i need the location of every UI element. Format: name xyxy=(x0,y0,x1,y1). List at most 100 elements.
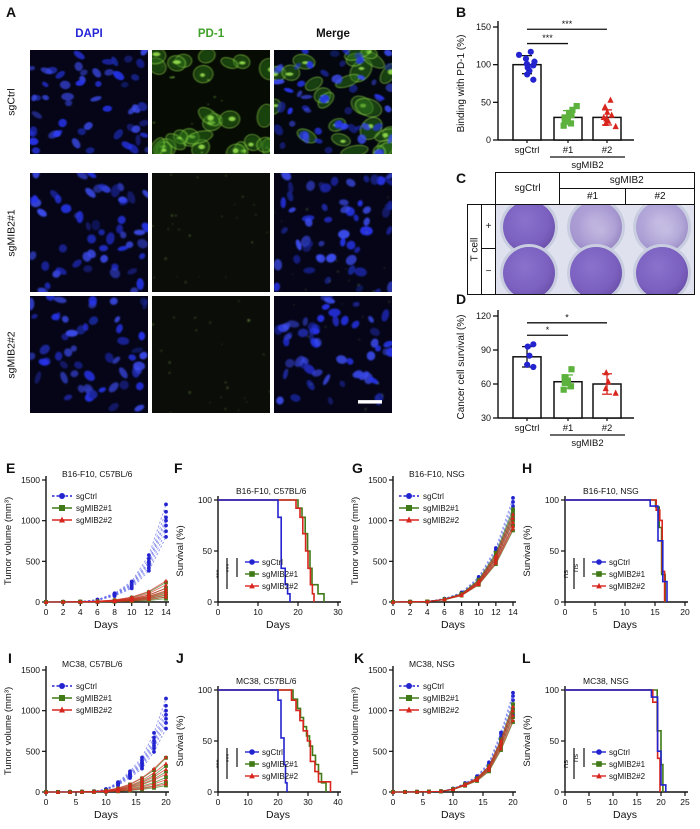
svg-text:Survival (%): Survival (%) xyxy=(522,525,533,576)
svg-text:sgMIB2#2: sgMIB2#2 xyxy=(262,772,299,781)
micrograph-sgCtrl-pd1_high xyxy=(152,50,270,154)
series-sgMIB2#2 xyxy=(391,511,515,604)
svg-text:***: *** xyxy=(224,754,233,763)
series-E xyxy=(44,502,168,604)
svg-text:sgCtrl: sgCtrl xyxy=(515,423,540,434)
series-sgMIB2#2 xyxy=(44,754,168,794)
bars-B xyxy=(512,48,622,141)
svg-text:sgCtrl: sgCtrl xyxy=(262,558,283,567)
svg-text:sgCtrl: sgCtrl xyxy=(76,492,97,501)
svg-text:12: 12 xyxy=(491,607,501,617)
svg-text:MC38, C57BL/6: MC38, C57BL/6 xyxy=(62,659,123,669)
svg-text:B16-F10, NSG: B16-F10, NSG xyxy=(583,486,639,496)
chart-svg-F: 0 50 100 0 10 20 30 Days Survival (%) B16-F10, C5… xyxy=(175,486,343,631)
svg-text:sgMIB2#1: sgMIB2#1 xyxy=(609,760,646,769)
svg-text:5: 5 xyxy=(587,797,592,807)
chart-svg-H: 0 50 100 0 5 10 15 20 Days Survival (%) B16-F10, N… xyxy=(522,486,690,631)
svg-text:sgCtrl: sgCtrl xyxy=(76,682,97,691)
svg-text:Survival (%): Survival (%) xyxy=(175,715,186,766)
svg-text:0: 0 xyxy=(207,597,212,607)
points-#1 xyxy=(560,103,580,129)
svg-text:B16-F10, C57BL/6: B16-F10, C57BL/6 xyxy=(236,486,307,496)
svg-text:Days: Days xyxy=(613,809,637,821)
panel-letter-g: G xyxy=(352,460,363,476)
survival-sgCtrl xyxy=(565,689,667,792)
svg-text:ns: ns xyxy=(571,754,580,762)
svg-text:MC38, NSG: MC38, NSG xyxy=(583,676,629,686)
panel-j-chart: 0 50 100 0 10 20 30 40 Days Survival (%) MC38, C57… xyxy=(172,652,352,829)
svg-text:6: 6 xyxy=(442,607,447,617)
svg-text:MC38, NSG: MC38, NSG xyxy=(409,659,455,669)
survival-sgMIB2#1 xyxy=(218,689,327,792)
svg-text:500: 500 xyxy=(373,556,387,566)
svg-text:0: 0 xyxy=(391,797,396,807)
micrograph-sgMIB2#1-merge_low xyxy=(274,173,392,292)
panel-a-header-0: DAPI xyxy=(75,28,103,40)
svg-text:sgMIB2#1: sgMIB2#1 xyxy=(423,694,460,703)
svg-text:Cancer cell survival (%): Cancer cell survival (%) xyxy=(456,314,467,419)
svg-text:sgMIB2: sgMIB2 xyxy=(571,160,603,171)
chart-svg-K: 0 500 1000 1500 0 5 10 15 20 Days Tumor volume (mm… xyxy=(350,659,518,821)
svg-text:50: 50 xyxy=(203,736,213,746)
svg-text:10: 10 xyxy=(448,797,458,807)
svg-text:100: 100 xyxy=(545,495,559,505)
svg-text:#2: #2 xyxy=(602,423,613,434)
svg-text:B16-F10, NSG: B16-F10, NSG xyxy=(409,469,465,479)
svg-text:50: 50 xyxy=(481,97,491,107)
bars-D xyxy=(512,341,622,419)
svg-text:ns: ns xyxy=(561,570,570,578)
svg-text:ns: ns xyxy=(561,760,570,768)
svg-text:5: 5 xyxy=(593,607,598,617)
survival-sgMIB2#1 xyxy=(565,689,664,792)
svg-text:30: 30 xyxy=(303,797,313,807)
panel-letter-l: L xyxy=(522,650,531,666)
panel-c-header-sgmib2: sgMIB2 xyxy=(558,172,695,190)
svg-text:sgMIB2#1: sgMIB2#1 xyxy=(76,504,113,513)
svg-text:8: 8 xyxy=(459,607,464,617)
panel-a-rowlabel-0: sgCtrl xyxy=(6,88,19,116)
svg-text:0: 0 xyxy=(391,607,396,617)
svg-text:0: 0 xyxy=(382,787,387,797)
svg-text:#2: #2 xyxy=(602,145,613,156)
svg-text:15: 15 xyxy=(650,607,660,617)
svg-text:20: 20 xyxy=(293,607,303,617)
svg-text:10: 10 xyxy=(127,607,137,617)
micrograph-sgCtrl-dapi xyxy=(30,50,148,154)
svg-text:Days: Days xyxy=(94,809,118,821)
panel-letter-f: F xyxy=(174,460,183,476)
svg-text:0: 0 xyxy=(35,787,40,797)
well-0-0 xyxy=(503,204,555,254)
svg-text:Days: Days xyxy=(613,619,637,631)
panel-letter-k: K xyxy=(354,650,365,666)
chart-svg-J: 0 50 100 0 10 20 30 40 Days Survival (%) MC38, C57… xyxy=(175,676,343,821)
points-sgCtrl xyxy=(515,48,538,83)
svg-text:1500: 1500 xyxy=(21,665,40,675)
svg-text:0: 0 xyxy=(563,607,568,617)
svg-text:1500: 1500 xyxy=(21,475,40,485)
svg-text:Tumor volume (mm³): Tumor volume (mm³) xyxy=(350,497,361,585)
svg-text:sgMIB2#2: sgMIB2#2 xyxy=(609,582,646,591)
svg-text:sgCtrl: sgCtrl xyxy=(423,682,444,691)
micrograph-sgMIB2#2-pd1_low xyxy=(152,296,270,413)
panel-a-rowlabel-2: sgMIB2#2 xyxy=(6,330,18,379)
survival-sgMIB2#2 xyxy=(218,499,315,602)
svg-text:sgMIB2#1: sgMIB2#1 xyxy=(609,570,646,579)
points-sgCtrl xyxy=(524,341,537,371)
micrograph-sgMIB2#2-merge_low xyxy=(274,296,392,413)
svg-text:14: 14 xyxy=(508,607,518,617)
svg-text:8: 8 xyxy=(112,607,117,617)
panel-c-sign-plus: + xyxy=(481,203,496,250)
panel-letter-i: I xyxy=(8,650,12,666)
panel-a-rowlabel-1: sgMIB2#1 xyxy=(6,208,18,257)
chart-svg-G: 0 500 1000 1500 0 2 4 6 8 10 12 14 Days Tumor volume … xyxy=(350,469,518,631)
svg-text:0: 0 xyxy=(216,607,221,617)
svg-text:0: 0 xyxy=(216,797,221,807)
svg-text:***: *** xyxy=(562,19,573,29)
svg-text:4: 4 xyxy=(425,607,430,617)
points-#2 xyxy=(602,369,619,396)
svg-text:60: 60 xyxy=(481,379,491,389)
panel-letter-h: H xyxy=(522,460,533,476)
svg-text:ns: ns xyxy=(571,564,580,572)
well-1-1 xyxy=(569,247,622,295)
svg-text:***: *** xyxy=(542,33,553,43)
